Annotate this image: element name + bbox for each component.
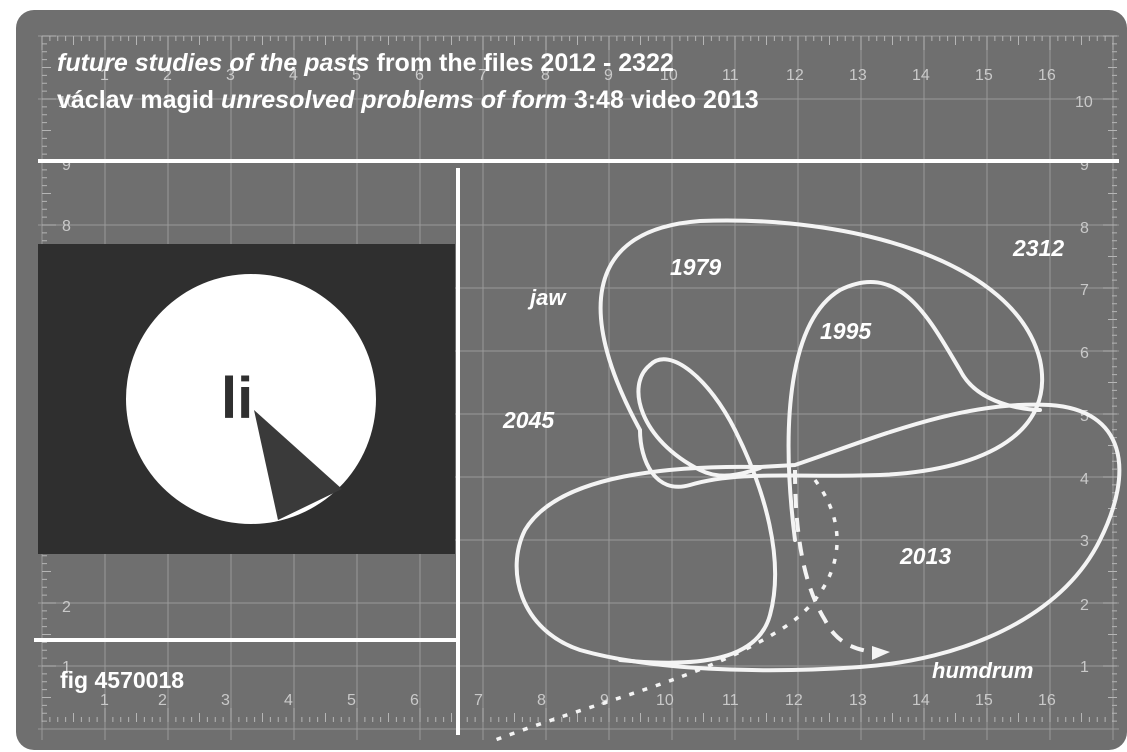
left-ruler-number: 10 bbox=[58, 94, 76, 111]
loop-drawing bbox=[489, 218, 1122, 744]
bottom-ruler-number: 3 bbox=[221, 692, 230, 709]
top-ruler-number: 8 bbox=[541, 67, 550, 84]
top-ruler-number: 15 bbox=[975, 67, 993, 84]
thumbnail-disc bbox=[126, 274, 376, 524]
right-ruler-number: 10 bbox=[1075, 94, 1093, 111]
thumbnail-glyph: li bbox=[221, 366, 253, 431]
top-ruler-number: 10 bbox=[660, 67, 678, 84]
top-ruler-number: 11 bbox=[722, 67, 739, 84]
bottom-ruler-number: 15 bbox=[975, 692, 993, 709]
bottom-ruler-number: 5 bbox=[347, 692, 356, 709]
bottom-ruler-number: 14 bbox=[912, 692, 930, 709]
right-ruler-number: 4 bbox=[1080, 471, 1089, 488]
bottom-ruler-number: 4 bbox=[284, 692, 293, 709]
top-ruler-number: 5 bbox=[352, 67, 361, 84]
top-ruler-number: 9 bbox=[604, 67, 613, 84]
top-ruler-number: 3 bbox=[226, 67, 235, 84]
header-line-1: future studies of the pasts from the fil… bbox=[57, 49, 674, 77]
bottom-ruler-number: 11 bbox=[722, 692, 739, 709]
bottom-ruler-number: 6 bbox=[410, 692, 419, 709]
right-ruler-numbers: 10 9 8 7 6 5 4 3 2 1 bbox=[1075, 94, 1093, 676]
upper-loop-curve bbox=[598, 218, 1045, 489]
right-ruler-number: 1 bbox=[1080, 659, 1089, 676]
video-thumbnail: li bbox=[38, 244, 455, 554]
dashed-descending-line bbox=[793, 469, 881, 655]
right-ruler-number: 2 bbox=[1080, 597, 1089, 614]
lower-loop-curve bbox=[514, 402, 1122, 673]
left-ruler-number: 1 bbox=[62, 659, 71, 676]
loop-1995-curve bbox=[786, 280, 1042, 542]
label-1995: 1995 bbox=[820, 318, 872, 344]
bottom-ruler-number: 1 bbox=[100, 692, 109, 709]
top-ruler-number: 7 bbox=[478, 67, 487, 84]
right-ruler-number: 9 bbox=[1080, 157, 1089, 174]
right-ruler-number: 6 bbox=[1080, 345, 1089, 362]
bottom-ruler-number: 8 bbox=[537, 692, 546, 709]
bottom-ruler-number: 9 bbox=[600, 692, 609, 709]
label-2312: 2312 bbox=[1012, 235, 1064, 261]
right-ruler-number: 5 bbox=[1080, 408, 1089, 425]
header-line-2-name: václav magid bbox=[57, 86, 221, 114]
top-ruler-number: 1 bbox=[100, 67, 109, 84]
bottom-ruler-number: 2 bbox=[158, 692, 167, 709]
left-ruler-number: 2 bbox=[62, 599, 71, 616]
top-ruler-number: 12 bbox=[786, 67, 804, 84]
right-ruler-number: 7 bbox=[1080, 282, 1089, 299]
bottom-ruler-numbers: 1 2 3 4 5 6 7 8 9 10 11 12 13 14 15 16 bbox=[100, 692, 1056, 709]
header-line-1-rest: from the files 2012 - 2322 bbox=[370, 49, 674, 77]
label-jaw: jaw bbox=[527, 285, 567, 310]
inner-loop-curve bbox=[618, 357, 778, 665]
header-line-2: václav magid unresolved problems of form… bbox=[57, 86, 759, 114]
label-2013: 2013 bbox=[899, 543, 951, 569]
bottom-ruler-number: 13 bbox=[849, 692, 867, 709]
left-ruler-numbers: 10 9 8 2 1 bbox=[58, 94, 76, 676]
top-ruler-number: 6 bbox=[415, 67, 424, 84]
label-humdrum: humdrum bbox=[932, 658, 1033, 683]
header-line-2-italic: unresolved problems of form bbox=[221, 86, 567, 114]
top-ruler-number: 14 bbox=[912, 67, 930, 84]
label-1979: 1979 bbox=[670, 254, 721, 280]
right-ruler-number: 8 bbox=[1080, 220, 1089, 237]
left-ruler-number: 8 bbox=[62, 218, 71, 235]
right-ruler-number: 3 bbox=[1080, 533, 1089, 550]
left-ruler-number: 9 bbox=[62, 157, 71, 174]
bottom-ruler-number: 7 bbox=[474, 692, 483, 709]
bottom-ruler-number: 12 bbox=[785, 692, 803, 709]
top-ruler-number: 2 bbox=[163, 67, 172, 84]
header-line-1-italic: future studies of the pasts bbox=[57, 49, 370, 77]
top-ruler-number: 16 bbox=[1038, 67, 1056, 84]
thumbnail-wedge bbox=[254, 410, 342, 520]
inner-loop-return-curve bbox=[636, 363, 762, 478]
label-2045: 2045 bbox=[502, 407, 555, 433]
figure-label: fig 4570018 bbox=[60, 667, 184, 693]
header-line-2-rest: 3:48 video 2013 bbox=[567, 86, 759, 114]
top-ruler-number: 4 bbox=[289, 67, 298, 84]
bottom-ruler-number: 16 bbox=[1038, 692, 1056, 709]
top-ruler-numbers: 1 2 3 4 5 6 7 8 9 10 11 12 13 14 15 16 bbox=[100, 67, 1056, 84]
arrow-head bbox=[872, 646, 890, 660]
dotted-trail-line bbox=[489, 478, 839, 744]
top-ruler-number: 13 bbox=[849, 67, 867, 84]
bottom-ruler-number: 10 bbox=[656, 692, 674, 709]
